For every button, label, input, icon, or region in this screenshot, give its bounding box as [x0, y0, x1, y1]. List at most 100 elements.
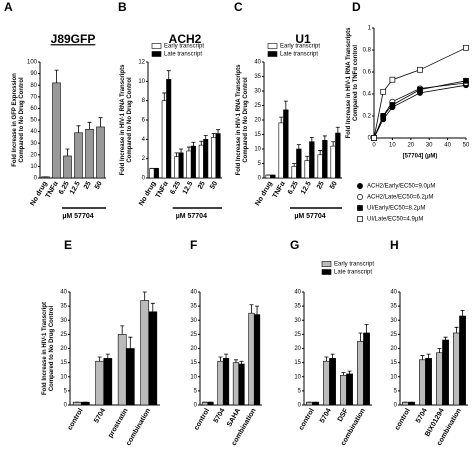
error-bar	[142, 291, 147, 301]
legend-swatch	[151, 43, 162, 49]
y-tick-label: 20	[190, 346, 197, 352]
legend-swatch	[267, 51, 278, 57]
bar	[174, 156, 180, 179]
y-tick-label: 10	[30, 164, 37, 170]
error-bar	[358, 332, 363, 342]
y-tick-label: 0	[394, 403, 398, 409]
bar	[329, 358, 336, 406]
error-bar	[179, 148, 184, 153]
bar	[283, 109, 289, 179]
bar	[85, 128, 94, 179]
x-tick-label: No drug	[138, 180, 157, 207]
error-bar	[98, 117, 103, 127]
x-tick-label: 12.5	[182, 180, 195, 195]
bar	[117, 334, 127, 406]
error-bar	[296, 144, 301, 149]
bar	[103, 358, 113, 406]
bar	[436, 352, 443, 406]
x-tick-label: 5704	[319, 407, 333, 424]
y-tick-label: 10	[60, 374, 67, 380]
y-axis-label: Compared to No Drug Control	[49, 306, 55, 392]
y-tick-label: 40	[294, 290, 301, 296]
y-tick-label: 35	[254, 74, 261, 80]
y-tick-label: 6	[142, 118, 146, 124]
y-tick-label: 20	[254, 118, 261, 124]
legend-label: Early transcript	[280, 44, 320, 50]
error-bar	[216, 129, 221, 134]
panel-letter: D	[352, 0, 361, 14]
y-tick-label: 35	[60, 304, 67, 310]
error-bar	[420, 355, 425, 360]
bar	[153, 168, 159, 179]
error-bar	[233, 359, 238, 363]
bar	[198, 144, 204, 179]
error-bar	[120, 325, 125, 335]
y-tick-label: 60	[30, 106, 37, 112]
bar	[215, 133, 221, 179]
x-axis-label: µM 57704	[294, 213, 325, 220]
error-bar	[54, 69, 59, 83]
y-tick-label: 50	[30, 118, 37, 124]
error-bar	[191, 141, 196, 147]
x-tick-label: 5704	[213, 407, 227, 424]
y-tick-label: 10	[254, 147, 261, 153]
y-tick-label: 10	[390, 374, 397, 380]
error-bar	[128, 336, 133, 349]
bar	[222, 358, 230, 406]
x-axis-label: µM 57704	[62, 213, 93, 220]
bar	[96, 126, 105, 179]
y-tick-label: 30	[390, 318, 397, 324]
x-tick-label: control	[298, 407, 316, 431]
y-axis-label: Fold Increase in GFP Expression	[12, 73, 18, 167]
point	[380, 113, 387, 119]
y-axis-label: Fold Increase in HIV-1 Transcript	[42, 302, 48, 395]
bar	[178, 152, 184, 179]
x-tick-label: TNFα	[45, 180, 60, 200]
legend-label: Late transcript	[164, 52, 202, 58]
error-bar	[199, 140, 204, 146]
bar	[419, 359, 426, 406]
error-bar	[166, 70, 171, 80]
x-tick-label: 6.25	[169, 180, 182, 195]
x-tick-label: 25	[83, 180, 93, 190]
y-tick-label: 0	[258, 176, 262, 182]
error-bar	[239, 360, 244, 365]
x-tick-label: 40	[444, 143, 451, 149]
bar	[291, 166, 297, 179]
error-bar	[105, 353, 110, 359]
error-bar	[87, 121, 92, 130]
y-tick-label: 35	[390, 304, 397, 310]
error-bar	[186, 146, 191, 151]
legend-marker	[357, 194, 363, 200]
legend-label: Late transcript	[280, 52, 318, 58]
y-tick-label: 5	[64, 388, 68, 394]
y-tick-label: 70	[30, 94, 37, 100]
y-tick-label: 0	[194, 403, 198, 409]
error-bar	[305, 155, 310, 161]
y-tick-label: 40	[190, 290, 197, 296]
point	[463, 77, 469, 84]
x-tick-label: 50	[463, 143, 470, 149]
error-bar	[279, 116, 284, 123]
y-tick-label: 10	[190, 374, 197, 380]
y-tick-label: 5	[298, 388, 302, 394]
y-tick-label: 25	[294, 332, 301, 338]
bar	[217, 360, 224, 406]
error-bar	[322, 135, 327, 141]
error-bar	[426, 353, 431, 359]
point	[463, 44, 469, 51]
y-axis-label: Fold Increase in HIV-1 RNA Transcripts	[346, 27, 352, 138]
x-tick-label: control	[394, 407, 412, 431]
y-tick-label: 15	[294, 360, 301, 366]
y-tick-label: 30	[294, 318, 301, 324]
x-axis-label: [57704] (µM)	[403, 154, 438, 160]
panel-letter: B	[118, 0, 127, 14]
bar	[442, 339, 449, 406]
error-bar	[174, 152, 179, 157]
y-axis-label: Fold Increase in HIV-1 RNA Transcripts	[236, 64, 242, 175]
y-tick-label: 20	[294, 346, 301, 352]
y-tick-label: 90	[30, 71, 37, 77]
y-tick-label: 12	[138, 60, 145, 66]
bar	[140, 300, 150, 406]
y-tick-label: 20	[390, 346, 397, 352]
